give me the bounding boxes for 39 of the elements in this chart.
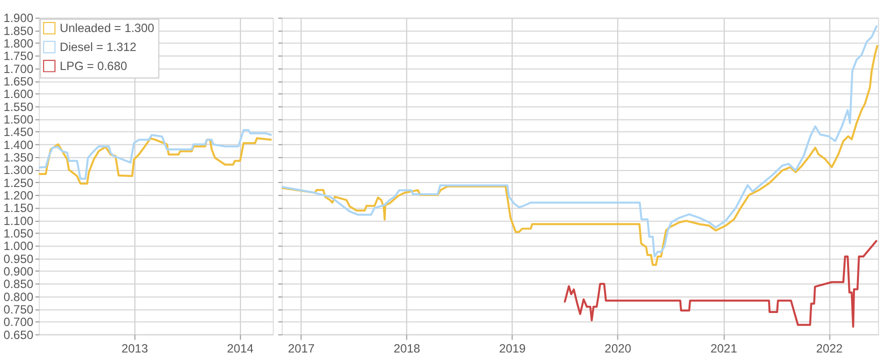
y-tick-label: 1.900 (3, 11, 34, 26)
y-tick-label: 1.350 (3, 150, 34, 164)
legend-label: Diesel = 1.312 (60, 40, 137, 54)
y-tick-label: 1.650 (3, 74, 34, 89)
y-tick-label: 1.000 (3, 239, 34, 254)
y-tick-label: 1.500 (3, 112, 34, 127)
y-tick-label: 0.650 (3, 328, 34, 342)
y-tick-label: 1.400 (3, 138, 34, 152)
y-tick-label: 1.150 (3, 201, 34, 216)
legend-label: Unleaded = 1.300 (60, 21, 155, 36)
x-tick-label: 2013 (121, 342, 148, 356)
x-tick-label: 2020 (604, 342, 632, 356)
x-tick-label: 2022 (816, 342, 843, 356)
x-tick-label: 2014 (227, 342, 254, 356)
y-tick-label: 0.750 (3, 302, 34, 316)
y-tick-label: 1.300 (3, 163, 34, 178)
y-tick-label: 0.850 (3, 277, 34, 292)
line-series (38, 137, 273, 185)
y-tick-label: 0.800 (3, 290, 34, 304)
legend-label: LPG = 0.680 (60, 58, 128, 73)
y-tick-label: 1.100 (3, 214, 34, 228)
y-tick-label: 0.700 (3, 315, 34, 330)
x-tick-label: 2019 (499, 342, 526, 356)
y-tick-label: 1.450 (3, 125, 34, 140)
y-tick-label: 1.600 (3, 87, 34, 102)
x-tick-label: 2017 (288, 342, 315, 356)
y-tick-label: 1.850 (3, 24, 34, 38)
y-tick-label: 1.050 (3, 226, 34, 240)
y-tick-label: 1.800 (3, 36, 34, 51)
y-tick-label: 0.900 (3, 264, 34, 278)
line-series (38, 129, 273, 180)
y-tick-label: 1.750 (3, 49, 34, 64)
y-tick-label: 1.550 (3, 100, 34, 114)
y-tick-label: 1.200 (3, 188, 34, 202)
y-tick-label: 1.250 (3, 176, 34, 190)
x-tick-label: 2021 (710, 342, 738, 356)
y-tick-label: 0.950 (3, 252, 34, 266)
y-tick-label: 1.700 (3, 62, 34, 76)
x-tick-label: 2018 (394, 342, 420, 356)
